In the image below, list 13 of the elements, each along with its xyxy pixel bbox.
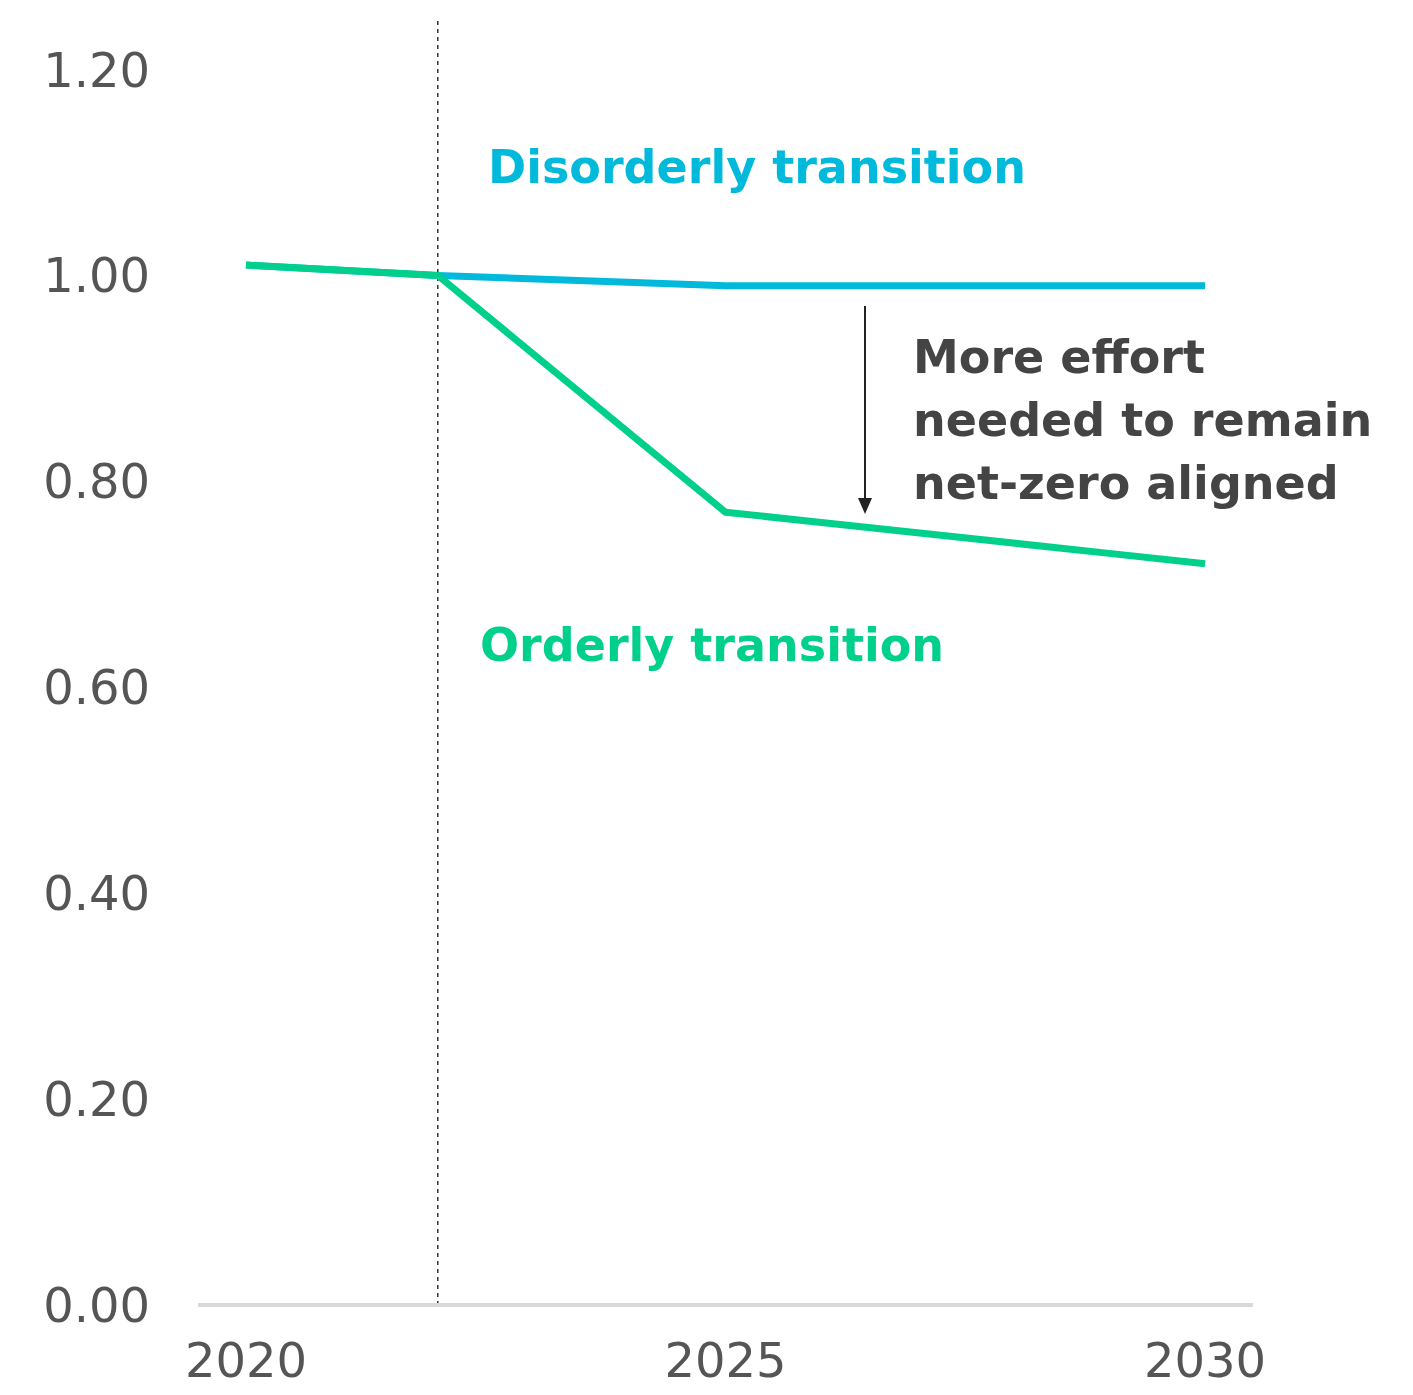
y-tick-label: 1.00 bbox=[43, 247, 150, 304]
x-tick-label: 2030 bbox=[1143, 1332, 1267, 1389]
y-tick-label: 0.00 bbox=[43, 1277, 150, 1334]
series-label: Orderly transition bbox=[480, 618, 945, 672]
annotation: More effort needed to remain net-zero aligned bbox=[913, 329, 1374, 512]
y-tick-label: 0.40 bbox=[43, 865, 150, 922]
y-tick-label: 0.20 bbox=[43, 1071, 150, 1128]
series-label: Disorderly transition bbox=[488, 140, 1026, 194]
y-tick-label: 0.80 bbox=[43, 453, 150, 510]
x-tick-label: 2025 bbox=[664, 1332, 787, 1389]
y-tick-label: 1.20 bbox=[43, 41, 150, 98]
y-tick-label: 0.60 bbox=[43, 659, 150, 716]
x-tick-label: 2020 bbox=[184, 1332, 308, 1389]
